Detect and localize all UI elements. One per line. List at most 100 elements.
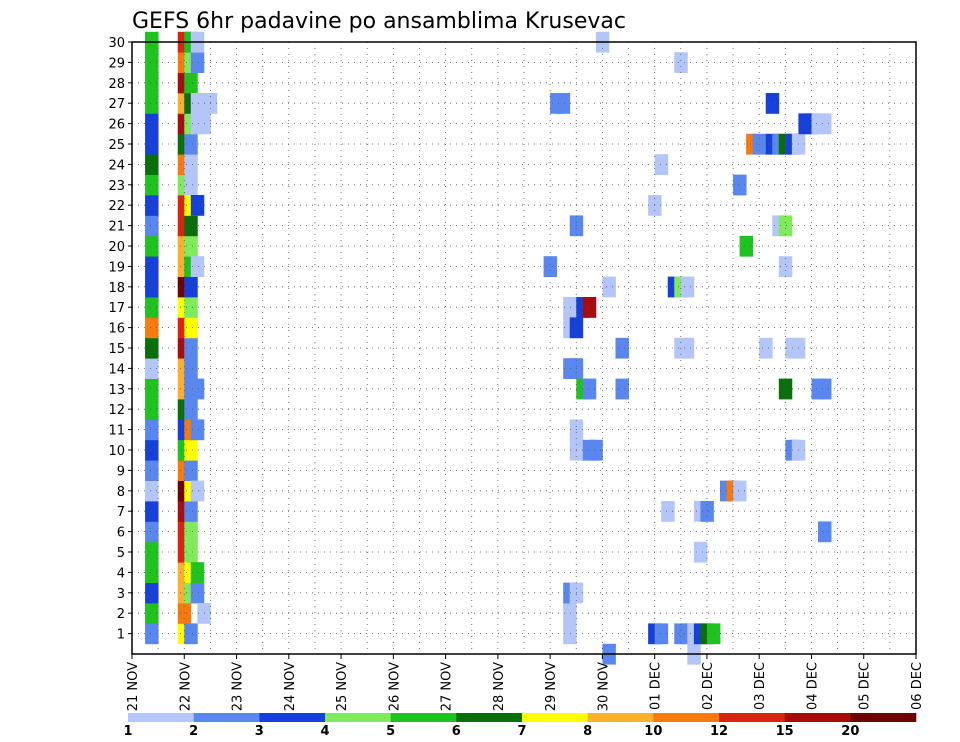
heatmap-cell [759,337,773,359]
heatmap-cell [582,297,597,318]
heatmap-cell [145,317,159,339]
heatmap-cell [818,113,832,135]
heatmap-cell [145,378,159,400]
y-tick-label: 17 [108,301,125,316]
heatmap-cell [680,337,695,359]
x-tick-label: 23 NOV [231,662,246,711]
heatmap-cell [184,297,198,318]
heatmap-cell [145,276,159,298]
heatmap-cell [190,195,205,216]
colorbar-swatch [653,713,720,722]
heatmap-cell [556,93,571,114]
heatmap-cell [184,133,198,155]
x-tick-label: 04 DEC [806,662,821,710]
x-tick-label: 27 NOV [440,662,455,711]
heatmap-cell [184,174,198,196]
heatmap-cell [184,541,198,563]
heatmap-cell [765,93,780,114]
heatmap-cell [145,235,159,257]
y-tick-label: 26 [108,118,125,133]
y-tick-label: 28 [108,77,125,92]
heatmap-cell [589,439,603,461]
heatmap-cell [602,276,616,298]
heatmap-cell [190,562,205,583]
heatmap-cell [145,541,159,563]
y-tick-label: 3 [117,587,125,602]
heatmap-cell [563,603,577,624]
y-tick-label: 16 [108,322,125,337]
colorbar-swatch [128,713,194,722]
heatmap-cell [184,337,198,359]
y-axis: 1234567891011121314151617181920212223242… [108,36,132,643]
colorbar-label: 7 [517,724,526,739]
y-tick-label: 23 [108,179,125,194]
heatmap-cell [184,215,198,237]
y-tick-label: 21 [108,220,125,235]
heatmap-cell [145,113,159,135]
heatmap-cell [184,460,198,481]
y-tick-label: 7 [117,505,125,520]
colorbar-label: 2 [189,724,198,739]
heatmap-cell [733,174,747,196]
colorbar-swatch [259,713,326,722]
x-tick-label: 06 DEC [910,662,925,710]
heatmap-cell [818,521,832,543]
y-tick-label: 2 [117,607,125,622]
y-tick-label: 25 [108,138,125,153]
y-tick-label: 27 [108,97,125,112]
heatmap-cell [145,297,159,318]
colorbar-swatch [325,713,391,722]
x-tick-label: 21 NOV [126,662,141,711]
x-tick-label: 05 DEC [858,662,873,710]
heatmap-cells [145,31,832,665]
heatmap-cell [145,93,159,114]
y-tick-label: 8 [117,485,125,500]
x-tick-label: 28 NOV [492,662,507,711]
heatmap-cell [145,480,159,502]
y-tick-label: 4 [117,566,125,581]
heatmap-cell [145,52,159,73]
colorbar-legend: 1 2 3 4 5 6 7 8 10 12 15 20 [123,713,917,739]
colorbar-label: 5 [386,724,395,739]
heatmap-cell [739,235,754,257]
colorbar-label: 12 [710,724,728,739]
y-tick-label: 10 [108,444,125,459]
heatmap-cell [145,623,159,645]
heatmap-cell [184,521,198,543]
y-tick-label: 24 [108,158,125,173]
heatmap-cell [145,215,159,237]
heatmap-cell [145,72,159,94]
heatmap-cell [733,480,747,502]
heatmap-cell [778,378,793,400]
x-axis: 21 NOV 22 NOV 23 NOV 24 NOV 25 NOV 26 NOV 27 N… [126,654,925,711]
heatmap-cell [543,256,558,277]
heatmap-cell [184,439,198,461]
heatmap-cell [145,256,159,277]
colorbar-label: 20 [841,724,859,739]
y-tick-label: 30 [108,36,125,51]
heatmap-cell [706,623,721,645]
heatmap-cell [184,399,198,420]
x-tick-label: 24 NOV [283,662,298,711]
heatmap-cell [145,154,159,175]
x-tick-label: 30 NOV [596,662,611,711]
y-tick-label: 15 [108,342,125,357]
grid-lines [132,42,916,654]
y-tick-label: 18 [108,281,125,296]
y-tick-label: 14 [108,362,125,377]
heatmap-cell [654,154,669,175]
heatmap-cell [190,419,205,441]
colorbar-swatch [456,713,523,722]
heatmap-cell [674,52,688,73]
heatmap-cell [145,562,159,583]
heatmap-cell [615,378,629,400]
x-tick-label: 03 DEC [753,662,768,710]
heatmap-cell [190,52,205,73]
colorbar-swatch [784,713,851,722]
heatmap-cell [145,419,159,441]
heatmap-cell [145,399,159,420]
y-tick-label: 22 [108,199,125,214]
y-tick-label: 1 [117,628,125,643]
colorbar-swatch [193,713,260,722]
